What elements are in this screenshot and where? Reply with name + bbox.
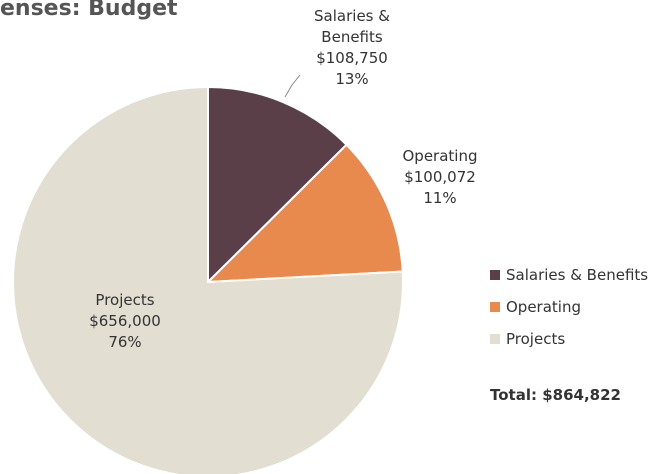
slice-category: Projects — [95, 291, 155, 309]
slice-percent: 13% — [335, 70, 369, 88]
total-label: Total: $864,822 — [490, 386, 621, 404]
legend-item: Salaries & Benefits — [490, 266, 648, 284]
legend-swatch — [490, 270, 500, 280]
legend-swatch — [490, 334, 500, 344]
legend-item: Projects — [490, 330, 565, 348]
legend-label: Projects — [506, 330, 566, 348]
slice-category: Salaries & Benefits — [314, 7, 390, 46]
legend-label: Operating — [506, 298, 581, 316]
slice-value: $108,750 — [316, 49, 388, 67]
legend-label: Salaries & Benefits — [506, 266, 649, 284]
slice-value: $656,000 — [89, 312, 161, 330]
pie-slice — [12, 85, 404, 474]
slice-label: Projects $656,000 76% — [70, 290, 180, 353]
slice-percent: 11% — [423, 189, 457, 207]
pie-slice — [205, 143, 404, 284]
slice-value: $100,072 — [404, 168, 476, 186]
slice-category: Operating — [402, 147, 478, 165]
pie-slice — [207, 85, 348, 285]
chart-title: enses: Budget — [0, 0, 178, 21]
slice-percent: 76% — [108, 333, 142, 351]
legend-item: Operating — [490, 298, 581, 316]
legend-swatch — [490, 302, 500, 312]
slice-label: Salaries & Benefits $108,750 13% — [297, 6, 407, 90]
leader-line — [284, 74, 301, 98]
slice-label: Operating $100,072 11% — [385, 146, 495, 209]
